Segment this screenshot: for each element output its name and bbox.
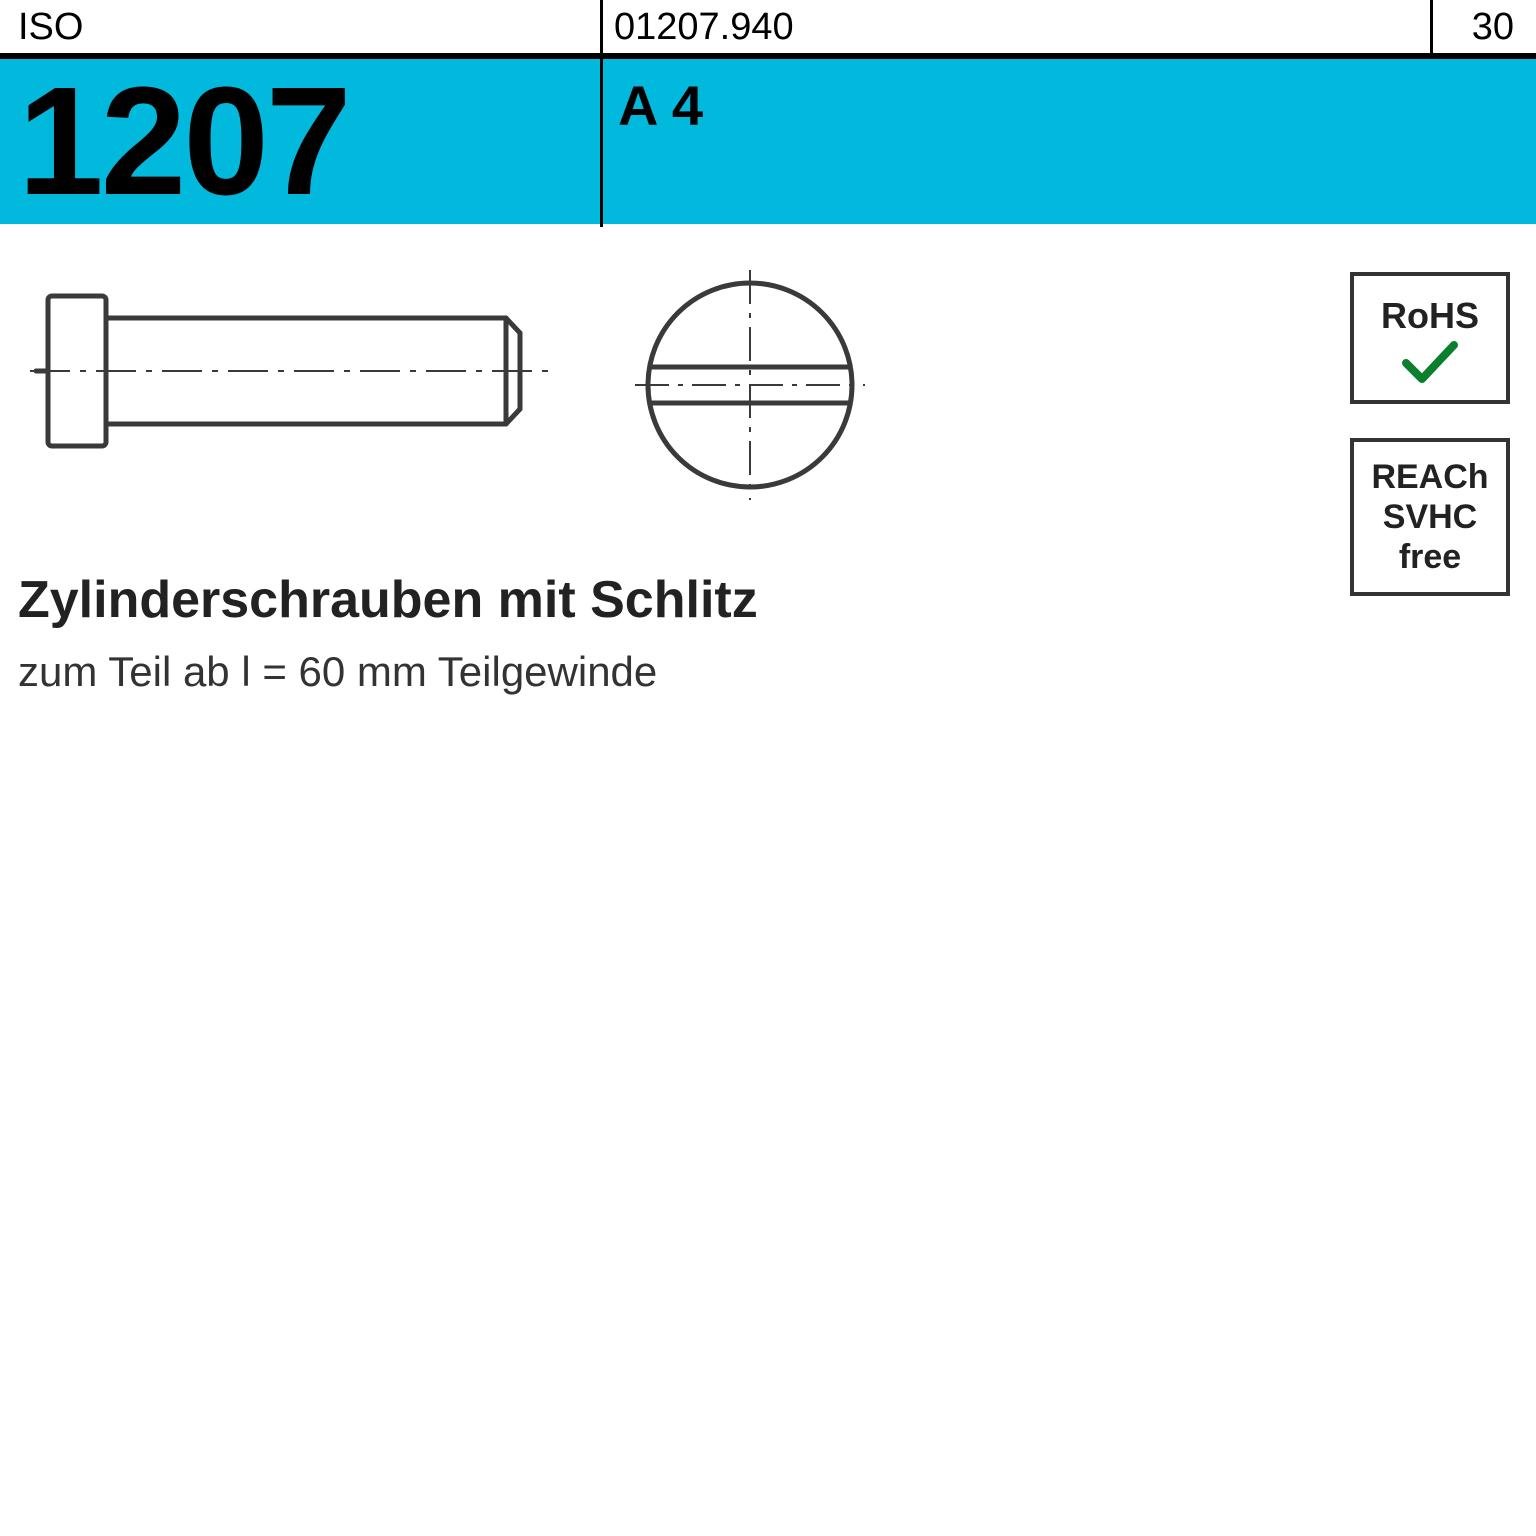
- reach-badge: REACh SVHC free: [1350, 438, 1510, 596]
- header-divider-1: [600, 0, 603, 56]
- product-subtitle: zum Teil ab l = 60 mm Teilgewinde: [18, 648, 657, 696]
- reach-line1: REACh: [1371, 457, 1488, 497]
- standard-band: 1207 A 4: [0, 56, 1536, 224]
- reach-line2: SVHC: [1383, 497, 1477, 537]
- screw-front-view-icon: [635, 270, 865, 500]
- material-grade: A 4: [618, 73, 703, 138]
- reach-line3: free: [1399, 537, 1461, 577]
- diagram-area: [0, 260, 1536, 540]
- header-article-code: 01207.940: [614, 6, 794, 49]
- product-title: Zylinderschrauben mit Schlitz: [18, 570, 758, 630]
- screw-side-view-icon: [30, 278, 550, 488]
- header-divider-2: [1430, 0, 1433, 56]
- rohs-badge: RoHS: [1350, 272, 1510, 404]
- header-standard-org: ISO: [18, 6, 83, 49]
- datasheet-page: ISO 01207.940 30 1207 A 4: [0, 0, 1536, 1536]
- header-page-number: 30: [1472, 6, 1514, 49]
- header-row: ISO 01207.940 30: [0, 0, 1536, 56]
- standard-number: 1207: [18, 53, 349, 230]
- band-divider: [600, 59, 603, 227]
- rohs-label: RoHS: [1381, 295, 1479, 337]
- checkmark-icon: [1400, 339, 1460, 387]
